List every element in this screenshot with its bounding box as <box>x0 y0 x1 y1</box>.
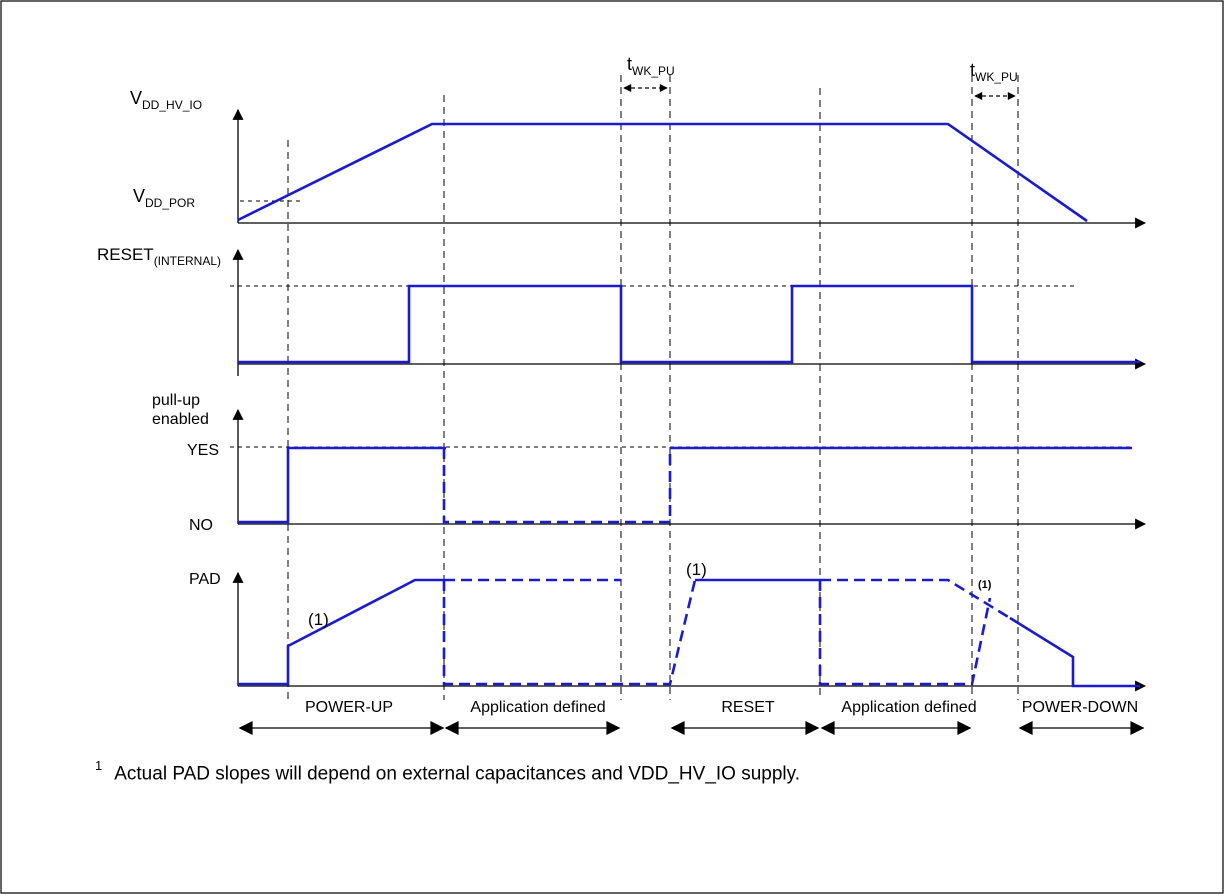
pad-label: PAD <box>189 571 221 588</box>
waveforms <box>237 122 1140 688</box>
footnote: 1 Actual PAD slopes will depend on extern… <box>95 758 801 785</box>
no-label: NO <box>189 517 213 534</box>
note-pad-rise: (1) <box>308 610 329 629</box>
note-pad-reset: (1) <box>686 560 707 579</box>
footnote-marker: 1 <box>95 758 103 773</box>
guide-lines <box>287 75 1019 700</box>
timing-labels: tWK_PU tWK_PU <box>627 54 1018 84</box>
vdd-por-label: VDD_POR <box>133 186 195 210</box>
phase-label-powerup: POWER-UP <box>305 699 393 716</box>
footnote-text: Actual PAD slopes will depend on externa… <box>114 763 801 785</box>
axes <box>232 108 1147 692</box>
reset-label: RESET(INTERNAL) <box>97 245 221 268</box>
pullup-label-line2: enabled <box>152 411 209 428</box>
phase-label-app-2: Application defined <box>841 699 976 716</box>
twk-pu-arrows <box>623 84 1016 100</box>
note-pad-down: (1) <box>978 579 992 591</box>
phase-label-reset: RESET <box>721 699 775 716</box>
pad-waveform-app-dashed-2 <box>820 578 1011 620</box>
vdd-hv-io-label: VDD_HV_IO <box>130 88 202 112</box>
reference-lines <box>230 200 1130 448</box>
pullup-waveform-dashed <box>442 448 672 524</box>
annotations: (1) (1) (1) <box>308 560 992 629</box>
pad-waveform-powerup <box>238 578 444 686</box>
twk-pu-label-2: tWK_PU <box>970 60 1018 84</box>
pad-waveform-powerdown <box>1009 616 1140 688</box>
phase-labels: POWER-UP Application defined RESET Appli… <box>305 699 1138 716</box>
twk-pu-label-1: tWK_PU <box>627 54 675 78</box>
pad-waveform-app-dashed-1 <box>442 579 697 686</box>
yes-label: YES <box>187 442 219 459</box>
phase-label-powerdown: POWER-DOWN <box>1022 699 1138 716</box>
signal-labels: VDD_HV_IO VDD_POR RESET(INTERNAL) pull-u… <box>97 88 221 588</box>
pad-waveform-app-dashed-3 <box>818 580 992 686</box>
pullup-label-line1: pull-up <box>152 392 200 409</box>
vdd-hv-io-waveform <box>237 122 1088 223</box>
pullup-waveform-solid-1 <box>238 446 446 524</box>
reset-waveform <box>238 284 1140 364</box>
phase-label-app-1: Application defined <box>470 699 605 716</box>
